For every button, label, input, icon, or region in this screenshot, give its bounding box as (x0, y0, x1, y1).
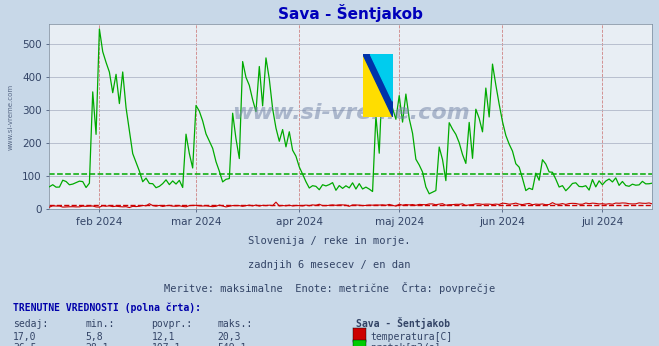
Text: min.:: min.: (86, 319, 115, 329)
Polygon shape (370, 55, 393, 101)
Bar (363, 55, 378, 86)
Text: temperatura[C]: temperatura[C] (370, 332, 453, 342)
Text: www.si-vreme.com: www.si-vreme.com (7, 84, 13, 150)
Text: povpr.:: povpr.: (152, 319, 192, 329)
Bar (363, 86, 378, 117)
Text: 28,1: 28,1 (86, 343, 109, 346)
Text: 36,5: 36,5 (13, 343, 37, 346)
Text: 5,8: 5,8 (86, 332, 103, 342)
Title: Sava - Šentjakob: Sava - Šentjakob (279, 4, 423, 22)
Text: sedaj:: sedaj: (13, 319, 48, 329)
Text: zadnjih 6 mesecev / en dan: zadnjih 6 mesecev / en dan (248, 260, 411, 270)
Text: Meritve: maksimalne  Enote: metrične  Črta: povprečje: Meritve: maksimalne Enote: metrične Črta… (164, 282, 495, 294)
Polygon shape (363, 55, 393, 117)
Polygon shape (363, 55, 393, 117)
Text: maks.:: maks.: (217, 319, 252, 329)
Text: 20,3: 20,3 (217, 332, 241, 342)
Bar (378, 86, 393, 117)
Text: Sava - Šentjakob: Sava - Šentjakob (356, 317, 450, 329)
Text: Slovenija / reke in morje.: Slovenija / reke in morje. (248, 236, 411, 246)
Text: www.si-vreme.com: www.si-vreme.com (232, 103, 470, 123)
Text: 12,1: 12,1 (152, 332, 175, 342)
Bar (378, 55, 393, 86)
Text: TRENUTNE VREDNOSTI (polna črta):: TRENUTNE VREDNOSTI (polna črta): (13, 303, 201, 313)
Polygon shape (363, 55, 393, 117)
Text: 17,0: 17,0 (13, 332, 37, 342)
Text: 549,1: 549,1 (217, 343, 247, 346)
Text: pretok[m3/s]: pretok[m3/s] (370, 343, 441, 346)
Text: 107,1: 107,1 (152, 343, 181, 346)
